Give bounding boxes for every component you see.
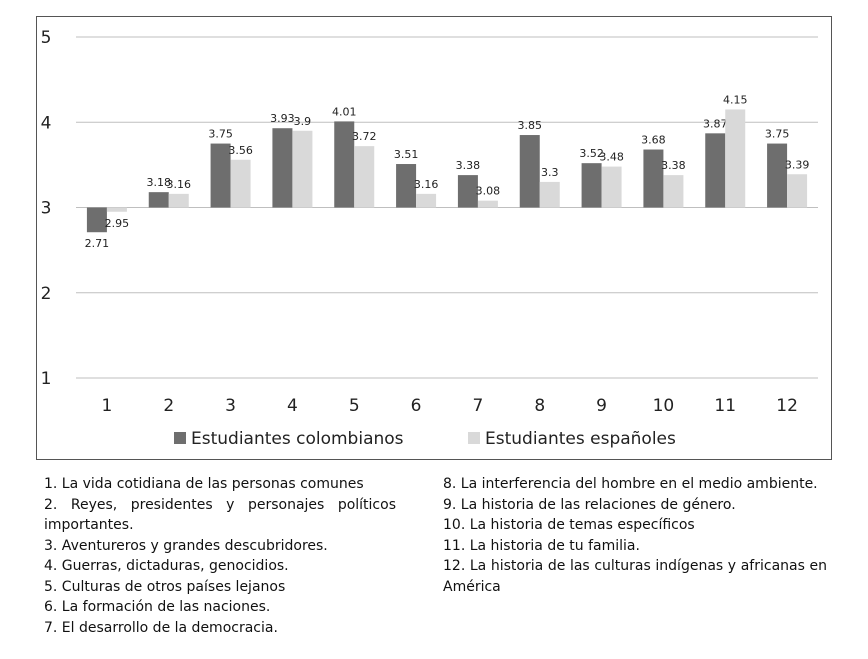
data-label: 3.87 [703, 117, 728, 130]
data-label: 3.08 [476, 185, 501, 198]
y-tick-label: 4 [41, 113, 52, 133]
bar-espanoles [168, 193, 189, 208]
category-note: 3. Aventureros y grandes descubridores. [44, 537, 328, 554]
category-note: 2. Reyes, presidentes y personajes polít… [44, 496, 396, 534]
y-tick-label: 1 [41, 369, 52, 389]
bar-colombianos [334, 121, 355, 208]
y-tick-label: 3 [41, 199, 52, 219]
bar-colombianos [86, 207, 107, 233]
y-tick-label: 5 [41, 28, 52, 48]
category-notes-right: 8. La interferencia del hombre en el med… [443, 474, 827, 597]
category-note: 1. La vida cotidiana de las personas com… [44, 476, 364, 492]
category-note: 5. Culturas de otros países lejanos [44, 578, 286, 595]
bar-espanoles [725, 109, 746, 208]
bar-colombianos [705, 133, 726, 208]
legend-label: Estudiantes colombianos [191, 429, 404, 449]
x-tick-label: 1 [102, 396, 113, 416]
data-label: 3.9 [294, 115, 312, 128]
chart-frame [36, 16, 832, 460]
data-label: 3.68 [641, 134, 666, 147]
data-label: 3.38 [456, 159, 481, 172]
legend-swatch [468, 432, 480, 444]
data-label: 3.48 [599, 151, 624, 164]
category-note: 8. La interferencia del hombre en el med… [443, 476, 818, 492]
bar-colombianos [519, 135, 540, 208]
bar-colombianos [767, 143, 788, 208]
bar-espanoles [292, 130, 313, 208]
bar-colombianos [643, 149, 664, 208]
bar-espanoles [477, 200, 498, 208]
x-tick-label: 9 [596, 396, 607, 416]
bar-espanoles [663, 175, 684, 208]
data-label: 3.75 [765, 128, 790, 141]
x-tick-label: 7 [473, 396, 484, 416]
x-tick-label: 5 [349, 396, 360, 416]
category-note: 10. La historia de temas específicos [443, 517, 695, 533]
data-label: 3.56 [228, 144, 253, 157]
bar-colombianos [396, 164, 417, 208]
legend-label: Estudiantes españoles [485, 429, 676, 449]
bar-espanoles [230, 159, 251, 208]
x-tick-label: 2 [163, 396, 174, 416]
category-note: 9. La historia de las relaciones de géne… [443, 496, 736, 513]
data-label: 3.39 [785, 158, 810, 171]
x-tick-label: 11 [714, 396, 736, 416]
data-label: 3.16 [167, 178, 192, 191]
category-note: 7. El desarrollo de la democracia. [44, 619, 278, 636]
data-label: 2.71 [85, 237, 110, 250]
data-label: 3.72 [352, 130, 377, 143]
category-note: 4. Guerras, dictaduras, genocidios. [44, 558, 289, 574]
x-tick-label: 4 [287, 396, 298, 416]
bar-espanoles [787, 174, 808, 208]
x-tick-label: 8 [534, 396, 545, 416]
data-label: 3.3 [541, 166, 559, 179]
y-tick-label: 2 [41, 284, 52, 304]
x-tick-label: 10 [653, 396, 675, 416]
category-note: 12. La historia de las culturas indígena… [443, 558, 827, 595]
bar-colombianos [210, 143, 231, 208]
bar-espanoles [539, 181, 560, 208]
category-note: 11. La historia de tu familia. [443, 537, 640, 554]
data-label: 3.52 [579, 147, 604, 160]
data-label: 2.95 [105, 217, 130, 230]
legend-swatch [174, 432, 186, 444]
bar-colombianos [148, 192, 169, 208]
x-tick-label: 6 [411, 396, 422, 416]
data-label: 3.85 [518, 119, 543, 132]
bar-espanoles [601, 166, 622, 208]
x-tick-label: 3 [225, 396, 236, 416]
category-note: 6. La formación de las naciones. [44, 599, 271, 615]
x-tick-label: 12 [776, 396, 798, 416]
bar-colombianos [272, 128, 293, 208]
data-label: 3.75 [208, 128, 233, 141]
data-label: 3.93 [270, 112, 295, 125]
bar-espanoles [416, 193, 437, 208]
data-label: 3.16 [414, 178, 439, 191]
category-notes-left: 1. La vida cotidiana de las personas com… [44, 474, 396, 638]
data-label: 3.18 [147, 176, 172, 189]
data-label: 3.38 [661, 159, 686, 172]
bar-espanoles [354, 146, 375, 208]
data-label: 4.15 [723, 93, 748, 106]
bar-espanoles [106, 207, 127, 212]
bar-colombianos [457, 175, 478, 208]
data-label: 4.01 [332, 105, 357, 118]
data-label: 3.51 [394, 148, 419, 161]
bar-colombianos [581, 163, 602, 208]
